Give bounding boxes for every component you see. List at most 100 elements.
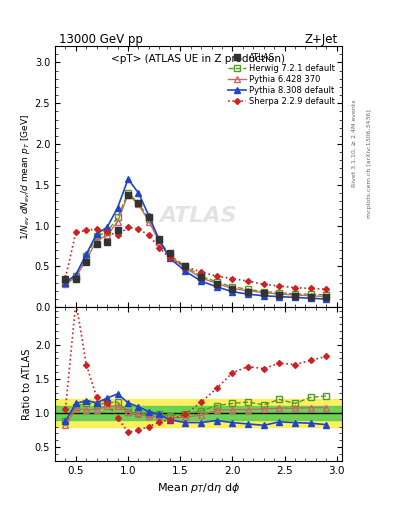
Text: mcplots.cern.ch [arXiv:1306.3436]: mcplots.cern.ch [arXiv:1306.3436] bbox=[367, 110, 373, 218]
Pythia 8.308 default bbox=[324, 296, 329, 302]
Sherpa 2.2.9 default bbox=[308, 285, 313, 291]
Pythia 8.308 default bbox=[157, 237, 162, 243]
Text: 13000 GeV pp: 13000 GeV pp bbox=[59, 33, 143, 46]
ATLAS bbox=[214, 281, 219, 287]
Sherpa 2.2.9 default bbox=[115, 232, 120, 239]
ATLAS bbox=[277, 292, 282, 298]
Herwig 7.2.1 default bbox=[84, 253, 89, 259]
Pythia 8.308 default bbox=[105, 224, 110, 230]
Pythia 6.428 370 bbox=[293, 292, 298, 298]
ATLAS bbox=[183, 263, 188, 269]
Text: Z+Jet: Z+Jet bbox=[305, 33, 338, 46]
Y-axis label: Ratio to ATLAS: Ratio to ATLAS bbox=[22, 348, 32, 420]
Pythia 8.308 default bbox=[84, 251, 89, 257]
Line: Sherpa 2.2.9 default: Sherpa 2.2.9 default bbox=[63, 225, 328, 291]
Y-axis label: $1/N_{ev}$ $dN_{ev}/d$ mean $p_T$ [GeV]: $1/N_{ev}$ $dN_{ev}/d$ mean $p_T$ [GeV] bbox=[19, 114, 32, 240]
Text: <pT> (ATLAS UE in Z production): <pT> (ATLAS UE in Z production) bbox=[112, 54, 285, 64]
Pythia 6.428 370 bbox=[308, 293, 313, 299]
Sherpa 2.2.9 default bbox=[293, 285, 298, 291]
ATLAS bbox=[246, 289, 250, 295]
Sherpa 2.2.9 default bbox=[147, 232, 151, 239]
Pythia 8.308 default bbox=[147, 213, 151, 219]
Sherpa 2.2.9 default bbox=[324, 286, 329, 292]
Herwig 7.2.1 default bbox=[308, 291, 313, 297]
ATLAS bbox=[136, 200, 141, 206]
Herwig 7.2.1 default bbox=[199, 273, 204, 279]
ATLAS bbox=[293, 293, 298, 299]
Sherpa 2.2.9 default bbox=[157, 245, 162, 251]
Sherpa 2.2.9 default bbox=[167, 255, 172, 261]
Sherpa 2.2.9 default bbox=[261, 281, 266, 287]
Sherpa 2.2.9 default bbox=[63, 275, 68, 281]
Sherpa 2.2.9 default bbox=[183, 263, 188, 269]
Pythia 8.308 default bbox=[183, 268, 188, 274]
Line: Pythia 6.428 370: Pythia 6.428 370 bbox=[62, 192, 329, 300]
ATLAS bbox=[126, 193, 130, 199]
Bar bbox=[55, 406, 342, 420]
Herwig 7.2.1 default bbox=[94, 233, 99, 239]
ATLAS bbox=[230, 286, 235, 292]
Sherpa 2.2.9 default bbox=[136, 226, 141, 232]
Text: Rivet 3.1.10, ≥ 2.4M events: Rivet 3.1.10, ≥ 2.4M events bbox=[352, 99, 357, 187]
Herwig 7.2.1 default bbox=[261, 289, 266, 295]
Line: Pythia 8.308 default: Pythia 8.308 default bbox=[62, 176, 329, 302]
Herwig 7.2.1 default bbox=[147, 216, 151, 222]
Herwig 7.2.1 default bbox=[73, 273, 78, 279]
Bar bbox=[55, 399, 342, 426]
Sherpa 2.2.9 default bbox=[94, 226, 99, 232]
Herwig 7.2.1 default bbox=[167, 252, 172, 258]
Pythia 8.308 default bbox=[63, 280, 68, 286]
Pythia 6.428 370 bbox=[324, 293, 329, 300]
ATLAS bbox=[84, 259, 89, 265]
Sherpa 2.2.9 default bbox=[230, 275, 235, 282]
Sherpa 2.2.9 default bbox=[84, 227, 89, 233]
ATLAS bbox=[63, 276, 68, 283]
Pythia 8.308 default bbox=[214, 284, 219, 290]
Pythia 6.428 370 bbox=[157, 239, 162, 245]
Pythia 6.428 370 bbox=[94, 237, 99, 243]
Sherpa 2.2.9 default bbox=[73, 229, 78, 235]
ATLAS bbox=[157, 236, 162, 242]
ATLAS bbox=[167, 249, 172, 255]
Herwig 7.2.1 default bbox=[230, 284, 235, 290]
Pythia 8.308 default bbox=[73, 271, 78, 278]
Herwig 7.2.1 default bbox=[157, 237, 162, 243]
Herwig 7.2.1 default bbox=[105, 229, 110, 235]
ATLAS bbox=[308, 293, 313, 300]
Legend: ATLAS, Herwig 7.2.1 default, Pythia 6.428 370, Pythia 8.308 default, Sherpa 2.2.: ATLAS, Herwig 7.2.1 default, Pythia 6.42… bbox=[225, 50, 338, 109]
Pythia 6.428 370 bbox=[167, 253, 172, 260]
ATLAS bbox=[94, 241, 99, 247]
Herwig 7.2.1 default bbox=[183, 263, 188, 269]
ATLAS bbox=[324, 294, 329, 301]
Pythia 8.308 default bbox=[277, 293, 282, 300]
Pythia 6.428 370 bbox=[199, 275, 204, 281]
Sherpa 2.2.9 default bbox=[105, 229, 110, 235]
Herwig 7.2.1 default bbox=[324, 292, 329, 298]
Pythia 8.308 default bbox=[115, 205, 120, 211]
ATLAS bbox=[147, 215, 151, 221]
Pythia 8.308 default bbox=[246, 291, 250, 297]
Herwig 7.2.1 default bbox=[136, 200, 141, 206]
Pythia 8.308 default bbox=[199, 278, 204, 284]
Pythia 8.308 default bbox=[167, 255, 172, 261]
Pythia 6.428 370 bbox=[261, 289, 266, 295]
ATLAS bbox=[261, 290, 266, 296]
Pythia 8.308 default bbox=[136, 190, 141, 196]
Pythia 6.428 370 bbox=[147, 219, 151, 225]
Sherpa 2.2.9 default bbox=[199, 269, 204, 275]
Sherpa 2.2.9 default bbox=[277, 283, 282, 289]
Pythia 6.428 370 bbox=[84, 257, 89, 263]
Text: ATLAS: ATLAS bbox=[160, 206, 237, 226]
Sherpa 2.2.9 default bbox=[126, 224, 130, 230]
Herwig 7.2.1 default bbox=[63, 280, 68, 286]
X-axis label: Mean $p_T$/d$\eta$ d$\phi$: Mean $p_T$/d$\eta$ d$\phi$ bbox=[157, 481, 240, 495]
Pythia 8.308 default bbox=[126, 176, 130, 182]
Pythia 6.428 370 bbox=[136, 201, 141, 207]
Pythia 6.428 370 bbox=[246, 288, 250, 294]
Pythia 8.308 default bbox=[261, 293, 266, 299]
ATLAS bbox=[73, 275, 78, 282]
ATLAS bbox=[199, 274, 204, 280]
Pythia 6.428 370 bbox=[73, 274, 78, 280]
Herwig 7.2.1 default bbox=[126, 190, 130, 196]
Line: ATLAS: ATLAS bbox=[62, 192, 330, 301]
